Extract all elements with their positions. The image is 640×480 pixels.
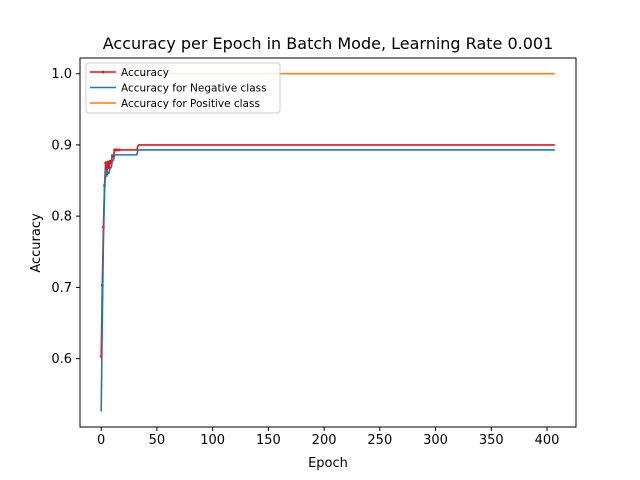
y-tick-label: 1.0: [51, 67, 72, 82]
x-tick-label: 400: [535, 433, 560, 448]
series-point: [117, 148, 121, 152]
legend-label: Accuracy: [121, 67, 169, 79]
y-axis: 0.6 0.7 0.8 0.9 1.0: [51, 67, 80, 367]
plot-area: [99, 72, 555, 412]
y-tick-label: 0.6: [51, 352, 72, 367]
legend: Accuracy Accuracy for Negative class Accur…: [85, 62, 281, 114]
x-tick-label: 150: [256, 433, 281, 448]
x-axis: 0 50 100 150 200 250 300 350 400: [97, 427, 559, 448]
chart-title: Accuracy per Epoch in Batch Mode, Learni…: [103, 34, 554, 53]
y-axis-label: Accuracy: [29, 213, 44, 273]
y-tick-label: 0.8: [51, 210, 72, 225]
y-tick-label: 0.9: [51, 138, 72, 153]
x-tick-label: 350: [479, 433, 504, 448]
x-tick-label: 50: [149, 433, 166, 448]
series-line-1: [100, 149, 555, 412]
legend-label: Accuracy for Positive class: [121, 98, 260, 110]
y-tick-label: 0.7: [51, 281, 72, 296]
x-tick-label: 0: [97, 433, 105, 448]
x-tick-label: 100: [200, 433, 225, 448]
series-point: [115, 148, 119, 152]
legend-marker: [101, 70, 105, 74]
series-point: [106, 160, 110, 164]
x-axis-label: Epoch: [308, 456, 348, 471]
x-tick-label: 200: [312, 433, 337, 448]
x-tick-label: 300: [423, 433, 448, 448]
x-tick-label: 250: [367, 433, 392, 448]
legend-label: Accuracy for Negative class: [121, 82, 267, 94]
series-point: [104, 161, 108, 165]
legend-box: [85, 62, 281, 114]
axes-frame: [79, 57, 577, 428]
